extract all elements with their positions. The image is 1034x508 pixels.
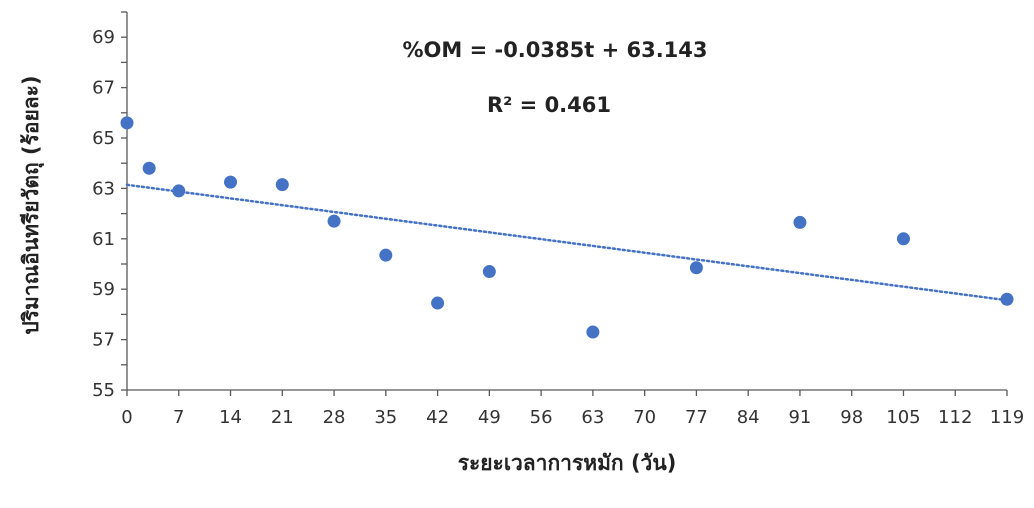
data-point	[224, 175, 238, 189]
x-tick-label: 119	[990, 407, 1024, 428]
x-tick-label: 112	[938, 407, 972, 428]
x-tick-label: 91	[788, 407, 811, 428]
x-tick-label: 49	[478, 407, 501, 428]
x-axis-title: ระยะเวลาการหมัก (วัน)	[458, 451, 677, 475]
data-point	[172, 184, 186, 198]
x-tick-label: 14	[219, 407, 242, 428]
data-point	[431, 296, 445, 310]
y-tick-label: 59	[92, 279, 115, 300]
data-point	[896, 232, 910, 246]
x-tick-label: 84	[737, 407, 760, 428]
data-point	[379, 248, 393, 262]
x-tick-label: 21	[271, 407, 294, 428]
data-point	[275, 178, 289, 192]
y-axis: 55 57 59 61 63 65 67 69	[92, 11, 128, 401]
data-point	[1000, 292, 1014, 306]
x-tick-label: 63	[581, 407, 604, 428]
x-tick-label: 105	[886, 407, 920, 428]
y-tick-label: 61	[92, 229, 115, 250]
trendline	[125, 183, 1009, 302]
data-point	[142, 161, 156, 175]
x-axis: 0 7 14 21 28 35 42 49 56 63 70 77 84 91 98 105 112 119	[121, 389, 1024, 428]
data-points	[120, 116, 1014, 339]
x-tick-label: 42	[426, 407, 449, 428]
data-point	[689, 261, 703, 275]
x-tick-label: 98	[840, 407, 863, 428]
data-point	[120, 116, 134, 130]
data-point	[586, 325, 600, 339]
y-tick-label: 57	[92, 330, 115, 351]
y-axis-title: ปริมาณอินทรียวัตถุ (ร้อยละ)	[19, 75, 45, 334]
y-tick-label: 55	[92, 380, 115, 401]
x-tick-label: 56	[530, 407, 553, 428]
x-tick-label: 70	[633, 407, 656, 428]
x-tick-label: 77	[685, 407, 708, 428]
data-point	[482, 265, 496, 279]
y-tick-label: 67	[92, 78, 115, 99]
data-point	[327, 214, 341, 228]
x-tick-label: 7	[173, 407, 184, 428]
x-tick-label: 28	[323, 407, 346, 428]
y-tick-label: 65	[92, 128, 115, 149]
x-tick-label: 35	[374, 407, 397, 428]
y-tick-label: 69	[92, 27, 115, 48]
trendline-equation: %OM = -0.0385t + 63.143	[402, 38, 707, 62]
x-tick-label: 0	[121, 407, 132, 428]
r-squared-label: R² = 0.461	[487, 93, 611, 117]
y-tick-label: 63	[92, 178, 115, 199]
data-point	[793, 215, 807, 229]
